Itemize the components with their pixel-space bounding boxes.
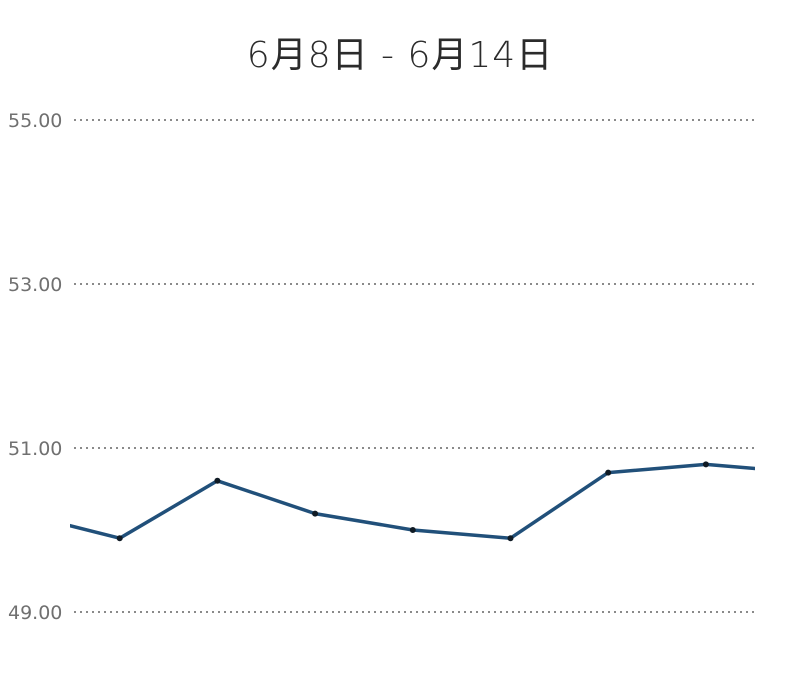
chart-title: 6月8日 - 6月14日	[246, 35, 554, 76]
y-tick-label: 53.00	[8, 274, 62, 296]
data-point	[605, 469, 612, 476]
data-point	[312, 510, 319, 517]
series-line	[70, 462, 755, 540]
y-tick-label: 49.00	[8, 602, 62, 624]
y-tick-label: 51.00	[8, 438, 62, 460]
y-axis-ticks: 49.00 51.00 53.00 55.00	[8, 110, 62, 624]
data-point	[409, 527, 416, 533]
gridlines	[74, 119, 754, 613]
data-point	[702, 461, 709, 468]
data-point	[19, 511, 25, 517]
series-group	[19, 461, 755, 542]
data-point	[507, 535, 514, 542]
series-layer	[19, 461, 755, 542]
data-point	[214, 477, 221, 484]
y-tick-label: 55.00	[8, 110, 62, 132]
data-point	[116, 535, 123, 542]
